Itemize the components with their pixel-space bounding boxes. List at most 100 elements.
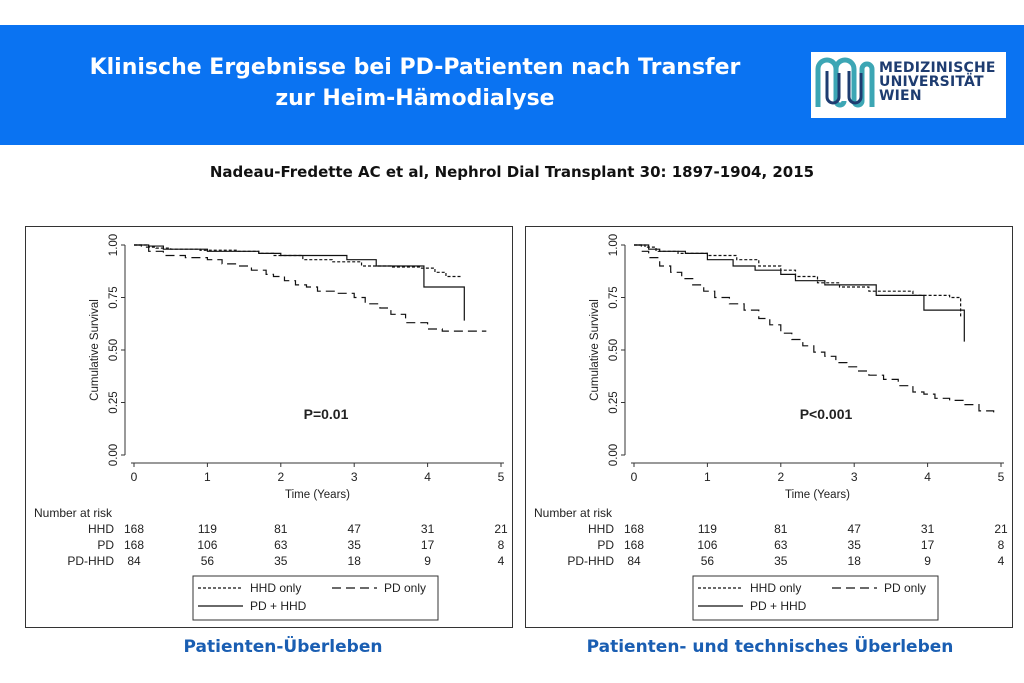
- risk-row-label: PD: [97, 538, 114, 552]
- y-tick-label: 0.00: [108, 444, 120, 466]
- university-logo: MEDIZINISCHE UNIVERSITÄT WIEN: [811, 52, 1006, 118]
- risk-value: 119: [698, 522, 717, 536]
- risk-value: 18: [348, 554, 362, 568]
- risk-value: 47: [848, 522, 862, 536]
- risk-value: 168: [624, 538, 644, 552]
- risk-value: 35: [348, 538, 362, 552]
- y-tick-label: 0.25: [108, 391, 120, 413]
- x-tick-label: 1: [704, 470, 711, 484]
- y-tick-label: 0.75: [608, 286, 620, 308]
- risk-value: 63: [774, 538, 788, 552]
- legend-label: PD + HHD: [750, 599, 807, 613]
- risk-value: 4: [498, 554, 505, 568]
- risk-value: 56: [201, 554, 215, 568]
- legend-label: PD only: [884, 581, 926, 595]
- p-value-annotation: P<0.001: [800, 406, 853, 422]
- risk-value: 35: [274, 554, 288, 568]
- x-tick-label: 0: [631, 470, 638, 484]
- risk-value: 9: [924, 554, 931, 568]
- risk-row-label: HHD: [88, 522, 114, 536]
- risk-value: 8: [998, 538, 1005, 552]
- x-tick-label: 3: [851, 470, 858, 484]
- x-tick-label: 2: [277, 470, 284, 484]
- series-pd-hhd: [634, 244, 965, 342]
- series-pd-only: [134, 244, 487, 332]
- logo-mark-icon: [815, 57, 875, 108]
- y-axis-label: Cumulative Survival: [89, 299, 101, 401]
- y-axis-label: Cumulative Survival: [589, 299, 601, 401]
- risk-value: 21: [494, 522, 508, 536]
- risk-value: 17: [921, 538, 935, 552]
- risk-value: 31: [421, 522, 435, 536]
- risk-value: 9: [424, 554, 431, 568]
- y-tick-label: 1.00: [108, 234, 120, 256]
- x-tick-label: 3: [351, 470, 358, 484]
- risk-value: 168: [624, 522, 644, 536]
- risk-value: 8: [498, 538, 505, 552]
- x-tick-label: 4: [924, 470, 931, 484]
- risk-value: 119: [198, 522, 217, 536]
- risk-value: 81: [274, 522, 288, 536]
- survival-chart: 0.00 0.25 0.50 0.75 1.00 0 1 2 3 4 5 Cumulative Sur…: [34, 234, 508, 621]
- slide-title-line-1: Klinische Ergebnisse bei PD-Patienten na…: [89, 55, 741, 80]
- x-tick-label: 4: [424, 470, 431, 484]
- risk-value: 47: [348, 522, 362, 536]
- legend-box: [692, 575, 939, 621]
- risk-value: 31: [921, 522, 935, 536]
- risk-value: 84: [627, 554, 641, 568]
- x-tick-label: 1: [204, 470, 211, 484]
- x-axis-label: Time (Years): [785, 489, 850, 501]
- logo-line: WIEN: [879, 88, 922, 104]
- risk-value: 18: [848, 554, 862, 568]
- legend: HHD only PD only PD + HHD: [692, 575, 939, 621]
- risk-value: 168: [124, 538, 144, 552]
- series-pd-only: [634, 244, 995, 413]
- series-pd-hhd: [134, 244, 465, 321]
- y-tick-label: 0.50: [108, 339, 120, 361]
- legend: HHD only PD only PD + HHD: [192, 575, 439, 621]
- y-tick-label: 0.25: [608, 391, 620, 413]
- slide-title-line-2: zur Heim-Hämodialyse: [275, 86, 555, 111]
- p-value-annotation: P=0.01: [304, 406, 349, 422]
- risk-value: 56: [701, 554, 715, 568]
- risk-row-label: HHD: [588, 522, 614, 536]
- legend-label: PD only: [384, 581, 426, 595]
- chart-panel-patient-survival: 0.00 0.25 0.50 0.75 1.00 0 1 2 3 4 5 Cumulative Sur…: [25, 226, 513, 628]
- y-tick-label: 0.00: [608, 444, 620, 466]
- caption-technique-survival: Patienten- und technisches Überleben: [586, 637, 954, 657]
- y-tick-label: 1.00: [608, 234, 620, 256]
- risk-value: 4: [998, 554, 1005, 568]
- risk-table-title: Number at risk: [34, 506, 113, 520]
- x-tick-label: 0: [131, 470, 138, 484]
- legend-label: PD + HHD: [250, 599, 307, 613]
- citation: Nadeau-Fredette AC et al, Nephrol Dial T…: [209, 163, 815, 181]
- chart-panel-technique-survival: 0.00 0.25 0.50 0.75 1.00 0 1 2 3 4 5 Cumulative Sur…: [525, 226, 1013, 628]
- series-hhd-only: [134, 244, 461, 278]
- risk-value: 35: [848, 538, 862, 552]
- risk-value: 81: [774, 522, 788, 536]
- slide-title: Klinische Ergebnisse bei PD-Patienten na…: [30, 52, 800, 114]
- legend-label: HHD only: [250, 581, 301, 595]
- risk-value: 106: [197, 538, 217, 552]
- risk-value: 63: [274, 538, 288, 552]
- logo-line: UNIVERSITÄT: [879, 74, 984, 90]
- risk-table-title: Number at risk: [534, 506, 613, 520]
- risk-row-label: PD-HHD: [567, 554, 614, 568]
- x-tick-label: 5: [998, 470, 1005, 484]
- legend-box: [192, 575, 439, 621]
- risk-value: 21: [994, 522, 1008, 536]
- x-tick-label: 2: [777, 470, 784, 484]
- x-tick-label: 5: [498, 470, 505, 484]
- logo-wordmark: MEDIZINISCHE UNIVERSITÄT WIEN: [879, 61, 996, 103]
- logo-line: MEDIZINISCHE: [879, 60, 996, 76]
- caption-patient-survival: Patienten-Überleben: [183, 637, 383, 657]
- risk-row-label: PD-HHD: [67, 554, 114, 568]
- risk-value: 106: [697, 538, 717, 552]
- risk-value: 35: [774, 554, 788, 568]
- risk-row-label: PD: [597, 538, 614, 552]
- x-axis-label: Time (Years): [285, 489, 350, 501]
- survival-chart: 0.00 0.25 0.50 0.75 1.00 0 1 2 3 4 5 Cumulative Sur…: [534, 234, 1008, 621]
- risk-value: 84: [127, 554, 141, 568]
- y-tick-label: 0.50: [608, 339, 620, 361]
- y-tick-label: 0.75: [108, 286, 120, 308]
